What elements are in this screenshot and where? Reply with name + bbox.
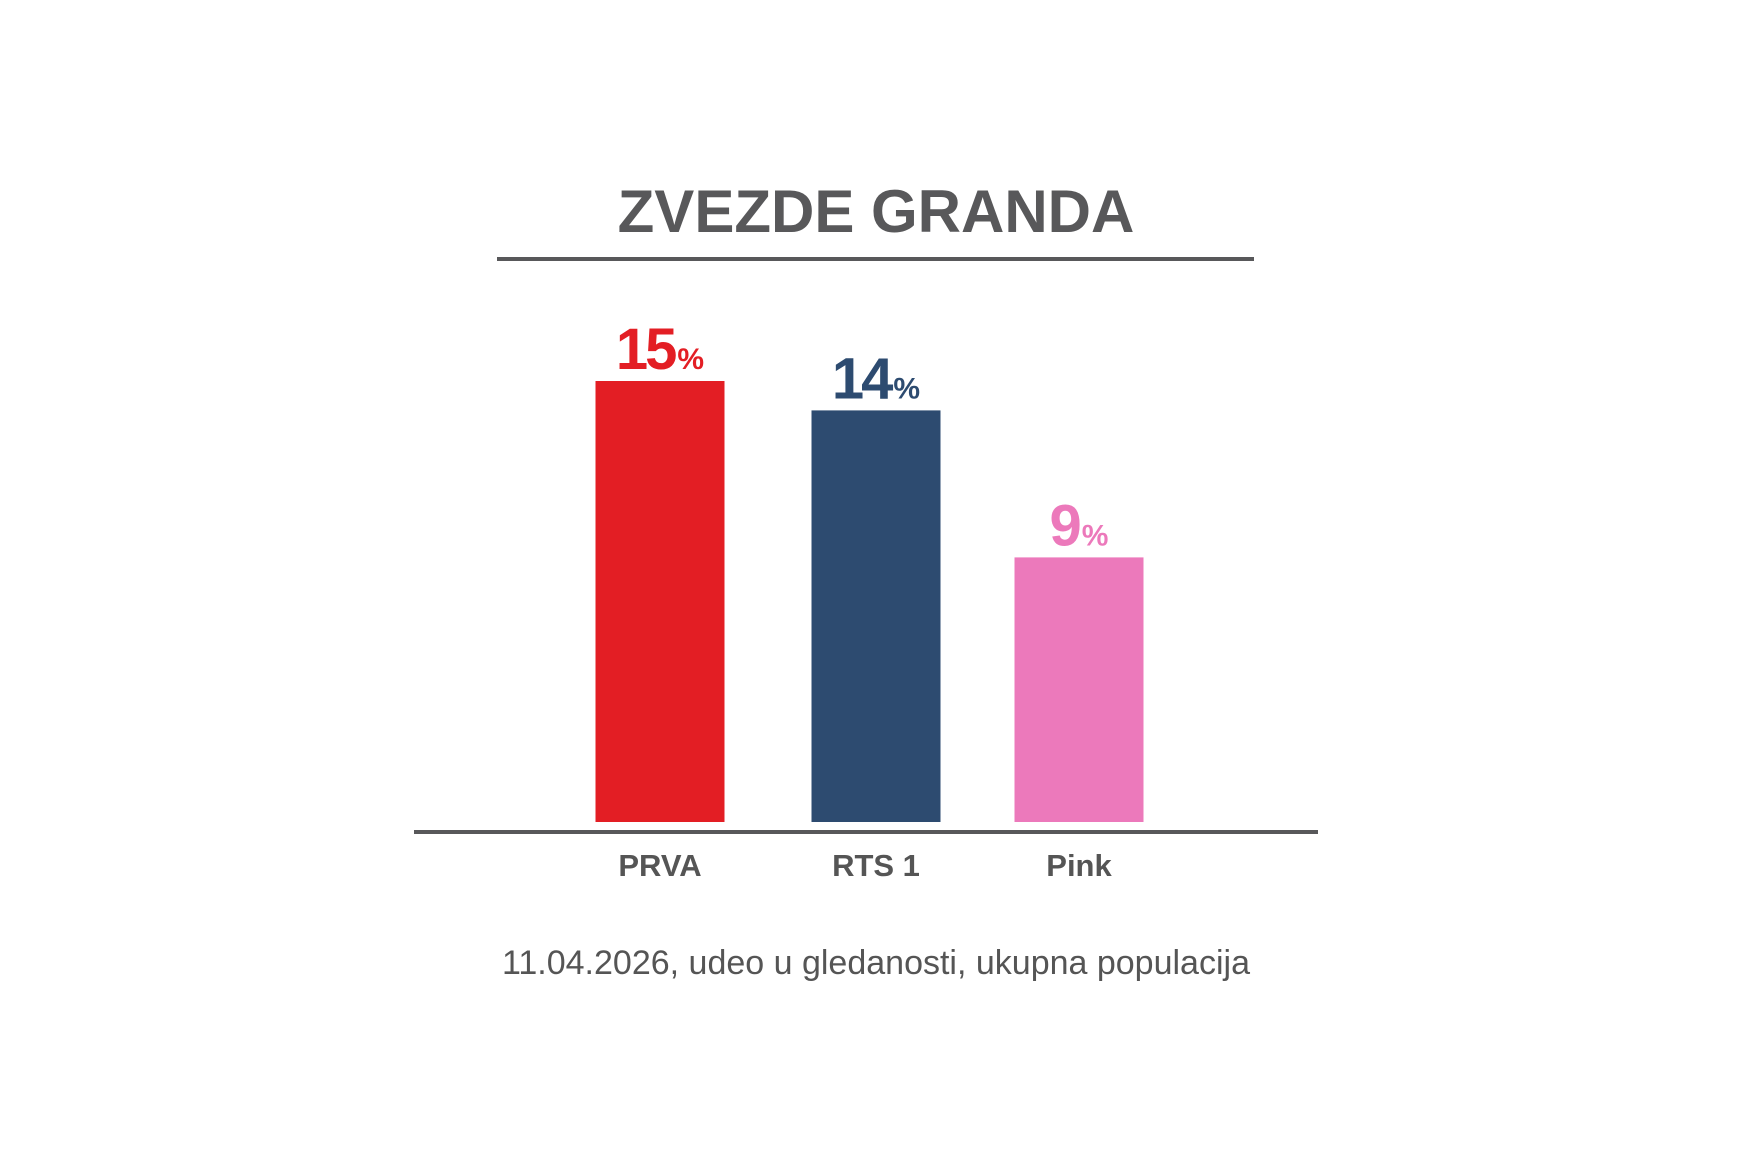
value-label-rts-1: 14% (832, 346, 920, 411)
value-label-prva: 15% (616, 317, 704, 382)
bar-rts-1 (811, 410, 941, 822)
category-label-prva: PRVA (618, 848, 701, 883)
bar-prva (595, 381, 725, 822)
bars-layer (595, 381, 1144, 822)
category-label-rts-1: RTS 1 (832, 848, 920, 883)
value-label-pink: 9% (1050, 493, 1109, 558)
value-labels-layer: 15% 14 % 9% (616, 317, 1109, 558)
chart-caption: 11.04.2026, udeo u gledanosti, ukupna po… (502, 944, 1250, 982)
category-label-pink: Pink (1046, 848, 1112, 883)
category-labels-layer: PRVA RTS 1 Pink (618, 848, 1112, 883)
bar-pink (1014, 557, 1144, 822)
chart-title: ZVEZDE GRANDA (618, 178, 1135, 245)
